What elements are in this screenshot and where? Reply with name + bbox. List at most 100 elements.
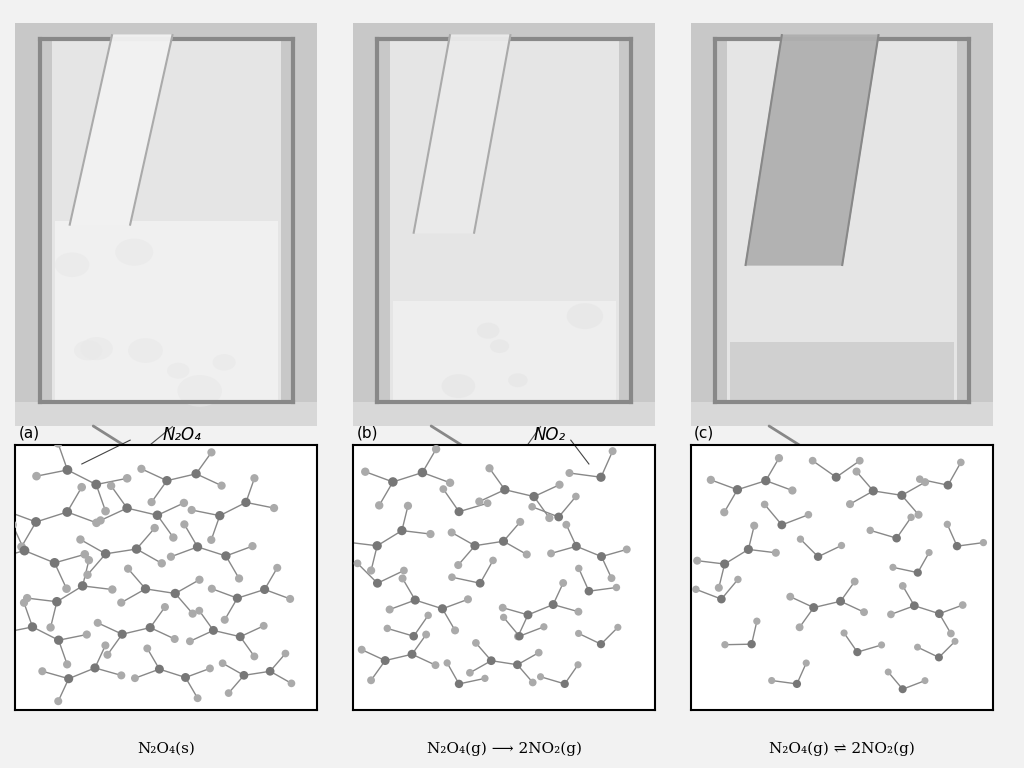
- Ellipse shape: [441, 374, 475, 398]
- Bar: [691, 402, 993, 426]
- Point: [415, 466, 431, 478]
- Point: [792, 621, 808, 634]
- Point: [203, 446, 219, 458]
- Point: [713, 593, 729, 605]
- Point: [128, 543, 144, 555]
- Point: [256, 620, 272, 632]
- Point: [916, 674, 933, 687]
- Point: [25, 621, 41, 633]
- Ellipse shape: [177, 375, 222, 407]
- Point: [716, 506, 732, 518]
- Text: N₂O₄: N₂O₄: [162, 425, 201, 444]
- Point: [524, 501, 541, 513]
- Point: [104, 584, 121, 596]
- Point: [496, 535, 512, 548]
- Point: [393, 525, 410, 537]
- Ellipse shape: [213, 354, 236, 370]
- Point: [278, 647, 294, 660]
- Point: [181, 635, 198, 647]
- Point: [865, 485, 882, 497]
- Point: [99, 649, 116, 661]
- Point: [46, 557, 62, 569]
- Point: [114, 628, 130, 641]
- Point: [443, 571, 460, 584]
- Bar: [15, 402, 317, 426]
- Point: [58, 583, 75, 595]
- Point: [371, 499, 387, 511]
- Point: [949, 540, 966, 552]
- Point: [828, 471, 845, 483]
- Point: [730, 573, 746, 585]
- Point: [220, 687, 237, 699]
- Point: [567, 490, 584, 502]
- Point: [379, 622, 395, 634]
- Bar: [389, 39, 620, 402]
- Point: [569, 659, 586, 671]
- Point: [883, 608, 899, 621]
- Point: [570, 606, 587, 618]
- Point: [262, 665, 279, 677]
- Point: [545, 598, 561, 611]
- Point: [403, 648, 420, 660]
- Point: [947, 635, 964, 647]
- Point: [127, 672, 143, 684]
- Point: [442, 477, 459, 489]
- Point: [451, 505, 467, 518]
- Point: [749, 615, 765, 627]
- Point: [137, 583, 154, 595]
- Point: [509, 659, 525, 671]
- Point: [800, 508, 816, 521]
- Point: [909, 641, 926, 654]
- Point: [689, 554, 706, 567]
- Point: [556, 678, 572, 690]
- Ellipse shape: [55, 253, 89, 277]
- Bar: [54, 220, 279, 402]
- Point: [462, 667, 478, 679]
- Ellipse shape: [128, 338, 163, 363]
- Point: [176, 497, 193, 509]
- Point: [184, 607, 201, 620]
- Point: [50, 437, 67, 449]
- Point: [191, 574, 208, 586]
- Point: [113, 597, 129, 609]
- Point: [34, 665, 50, 677]
- Point: [212, 509, 228, 521]
- Point: [15, 597, 32, 609]
- Point: [370, 577, 386, 589]
- Point: [496, 611, 512, 624]
- Point: [774, 519, 791, 531]
- Point: [60, 673, 77, 685]
- Point: [395, 564, 412, 577]
- Point: [895, 683, 911, 695]
- Point: [746, 519, 763, 531]
- Point: [477, 672, 494, 684]
- Point: [916, 476, 933, 488]
- Ellipse shape: [116, 239, 154, 266]
- Point: [119, 472, 135, 485]
- Point: [842, 498, 858, 510]
- Point: [481, 462, 498, 475]
- Point: [102, 480, 119, 492]
- Point: [833, 595, 849, 607]
- Point: [97, 548, 114, 560]
- Point: [213, 479, 229, 492]
- Point: [59, 464, 76, 476]
- Point: [940, 479, 956, 492]
- Point: [177, 671, 194, 684]
- Point: [428, 443, 444, 455]
- Point: [468, 637, 484, 649]
- Point: [418, 628, 434, 641]
- Point: [176, 518, 193, 531]
- Point: [269, 561, 286, 574]
- Point: [377, 654, 393, 667]
- Point: [165, 531, 181, 544]
- Ellipse shape: [477, 323, 500, 339]
- Point: [439, 657, 456, 669]
- Point: [460, 593, 476, 605]
- Point: [216, 614, 232, 626]
- Point: [568, 540, 585, 552]
- Point: [420, 609, 436, 621]
- Point: [92, 515, 109, 527]
- Point: [593, 638, 609, 650]
- Point: [238, 496, 254, 508]
